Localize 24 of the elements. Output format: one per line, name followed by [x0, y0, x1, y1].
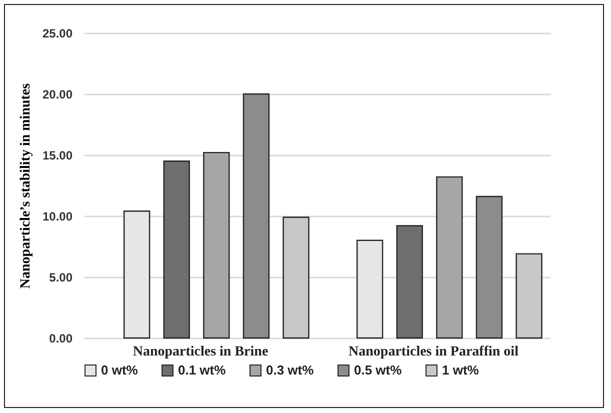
y-axis-title: Nanoparticle’s stability in minutes — [18, 82, 34, 289]
bar — [203, 152, 230, 339]
y-tick-label: 5.00 — [49, 270, 73, 284]
legend-label: 1 wt% — [442, 362, 480, 378]
bar — [356, 240, 384, 339]
bar — [476, 196, 503, 339]
bar — [436, 176, 463, 339]
legend-label: 0.3 wt% — [266, 362, 314, 378]
y-tick-label: 10.00 — [42, 210, 73, 224]
bar — [123, 210, 150, 339]
legend-label: 0 wt% — [101, 362, 138, 378]
x-tick-label: Nanoparticles in Paraffin oil — [348, 344, 519, 360]
legend-label: 0.1 wt% — [178, 362, 226, 378]
bar — [242, 93, 270, 339]
y-tick-label: 15.00 — [42, 148, 73, 162]
y-tick-label: 0.00 — [49, 332, 73, 346]
bar — [516, 253, 542, 339]
bar — [163, 160, 190, 339]
x-tick-label: Nanoparticles in Brine — [132, 344, 268, 360]
bar — [396, 225, 423, 339]
bar — [282, 216, 310, 339]
y-tick-label: 20.00 — [42, 88, 73, 102]
legend-label: 0.5 wt% — [354, 362, 402, 378]
y-tick-label: 25.00 — [42, 26, 73, 40]
